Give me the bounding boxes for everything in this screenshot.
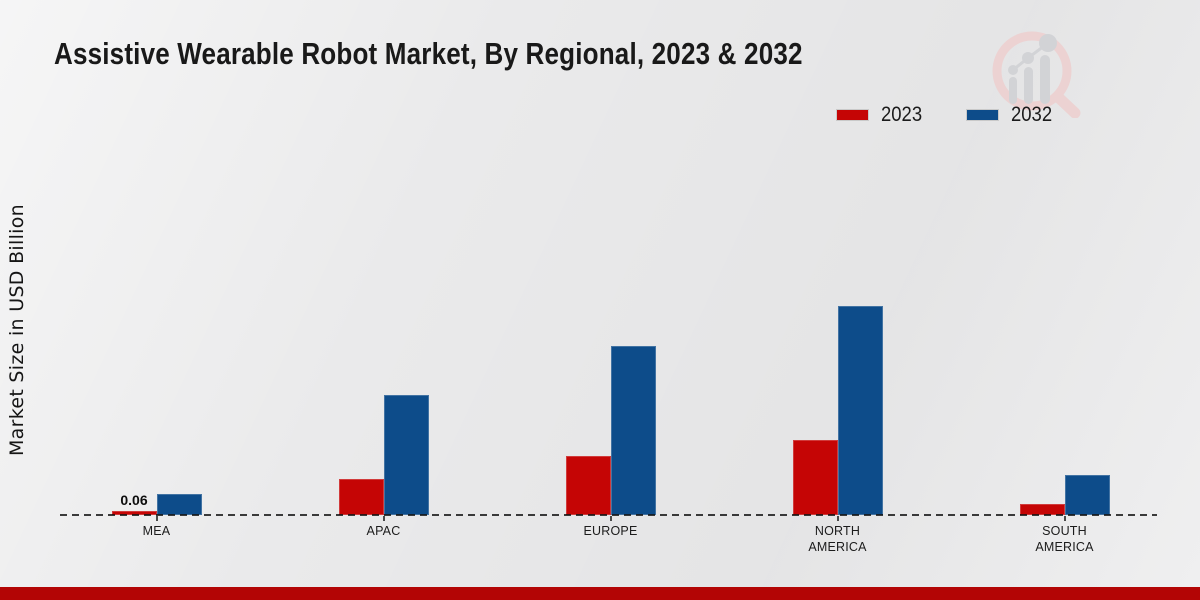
bar-2023-south-america — [1019, 504, 1065, 515]
bar-2032-south-america — [1064, 475, 1110, 515]
legend-swatch-2032-icon — [965, 109, 999, 121]
y-axis-label: Market Size in USD Billion — [6, 204, 28, 457]
x-axis-tick-south-america — [1063, 516, 1066, 521]
bar-2023-north-america — [792, 440, 838, 515]
chart-title: Assistive Wearable Robot Market, By Regi… — [54, 36, 803, 71]
bar-2023-mea — [111, 511, 157, 515]
x-axis-category-label-europe: EUROPE — [583, 524, 638, 538]
x-axis-category-label-north-america: NORTH AMERICA — [808, 524, 867, 555]
bar-2032-apac — [383, 395, 429, 515]
x-axis-category-label-mea: MEA — [142, 524, 171, 538]
bar-2032-europe — [610, 346, 656, 515]
zero-baseline — [60, 514, 1157, 516]
x-axis-tick-apac — [382, 516, 385, 521]
x-axis-category-label-south-america: SOUTH AMERICA — [1035, 524, 1094, 555]
legend-item-2023: 2023 — [836, 103, 928, 127]
bar-2023-europe — [565, 456, 611, 515]
x-axis-category-label-apac: APAC — [366, 524, 401, 538]
bar-value-label-mea: 0.06 — [120, 492, 148, 508]
x-axis-tick-mea — [155, 516, 158, 521]
magnifier-bar-chart-logo-icon — [992, 31, 1081, 118]
legend-label-2023: 2023 — [881, 103, 923, 126]
legend-label-2032: 2032 — [1010, 103, 1052, 126]
legend-swatch-2023-icon — [836, 109, 869, 121]
legend: 2023 2032 — [836, 103, 1057, 127]
bar-2023-apac — [338, 479, 384, 515]
x-axis-tick-europe — [609, 516, 612, 521]
legend-item-2032: 2032 — [965, 103, 1058, 127]
x-axis-tick-north-america — [836, 516, 839, 521]
bar-2032-north-america — [837, 306, 883, 515]
bar-2032-mea — [156, 494, 202, 515]
footer-accent-band — [0, 587, 1200, 600]
